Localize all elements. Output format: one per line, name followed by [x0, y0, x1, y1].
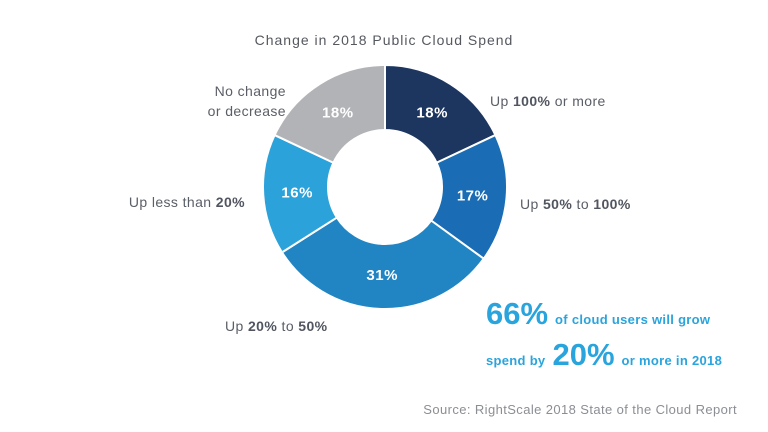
callout-up-100: Up 100% or more	[490, 91, 606, 111]
text-segment: 100%	[593, 196, 631, 212]
donut-slice	[430, 134, 508, 260]
text-segment: 66%	[486, 296, 549, 331]
text-segment: 20%	[248, 318, 278, 334]
text-segment: Up	[490, 93, 513, 109]
chart-title: Change in 2018 Public Cloud Spend	[254, 32, 514, 48]
callout-no-change: No change or decrease	[208, 81, 286, 121]
text-segment: 20%	[215, 194, 245, 210]
callout-no-change-line2: or decrease	[207, 103, 286, 119]
text-segment: Up	[520, 196, 543, 212]
annotation-line1: 66% of cloud users will grow	[486, 296, 722, 332]
donut-chart: 18% 17% 31% 16% 18%	[262, 64, 508, 310]
slice-percent-label: 17%	[457, 187, 489, 204]
slice-percent-label: 18%	[416, 105, 448, 122]
text-segment: to	[277, 318, 299, 334]
donut-slice	[280, 216, 485, 310]
text-segment: Up less than	[128, 194, 216, 210]
callout-no-change-line1: No change	[214, 83, 286, 99]
slice-percent-label: 16%	[281, 185, 313, 202]
callout-up-20-50: Up 20% to 50%	[225, 316, 328, 336]
annotation-line2: spend by 20% or more in 2018	[486, 337, 722, 373]
source-attribution: Source: RightScale 2018 State of the Clo…	[423, 402, 737, 417]
donut-slice	[273, 64, 386, 164]
text-segment: 20%	[552, 337, 615, 372]
callout-up-50-100: Up 50% to 100%	[520, 194, 631, 214]
text-segment: or more	[550, 93, 606, 109]
slice-percent-label: 18%	[322, 105, 354, 122]
callout-up-less-20: Up less than 20%	[129, 192, 245, 212]
text-segment: 50%	[543, 196, 573, 212]
slice-percent-label: 31%	[366, 267, 398, 284]
text-segment: or more in 2018	[621, 353, 723, 368]
text-segment: spend by	[486, 353, 546, 368]
text-segment: to	[572, 196, 594, 212]
text-segment: 100%	[513, 93, 551, 109]
annotation-highlight: 66% of cloud users will grow spend by 20% o…	[486, 296, 722, 373]
text-segment: Up	[225, 318, 248, 334]
text-segment: of cloud users will grow	[555, 312, 711, 327]
text-segment: 50%	[298, 318, 328, 334]
